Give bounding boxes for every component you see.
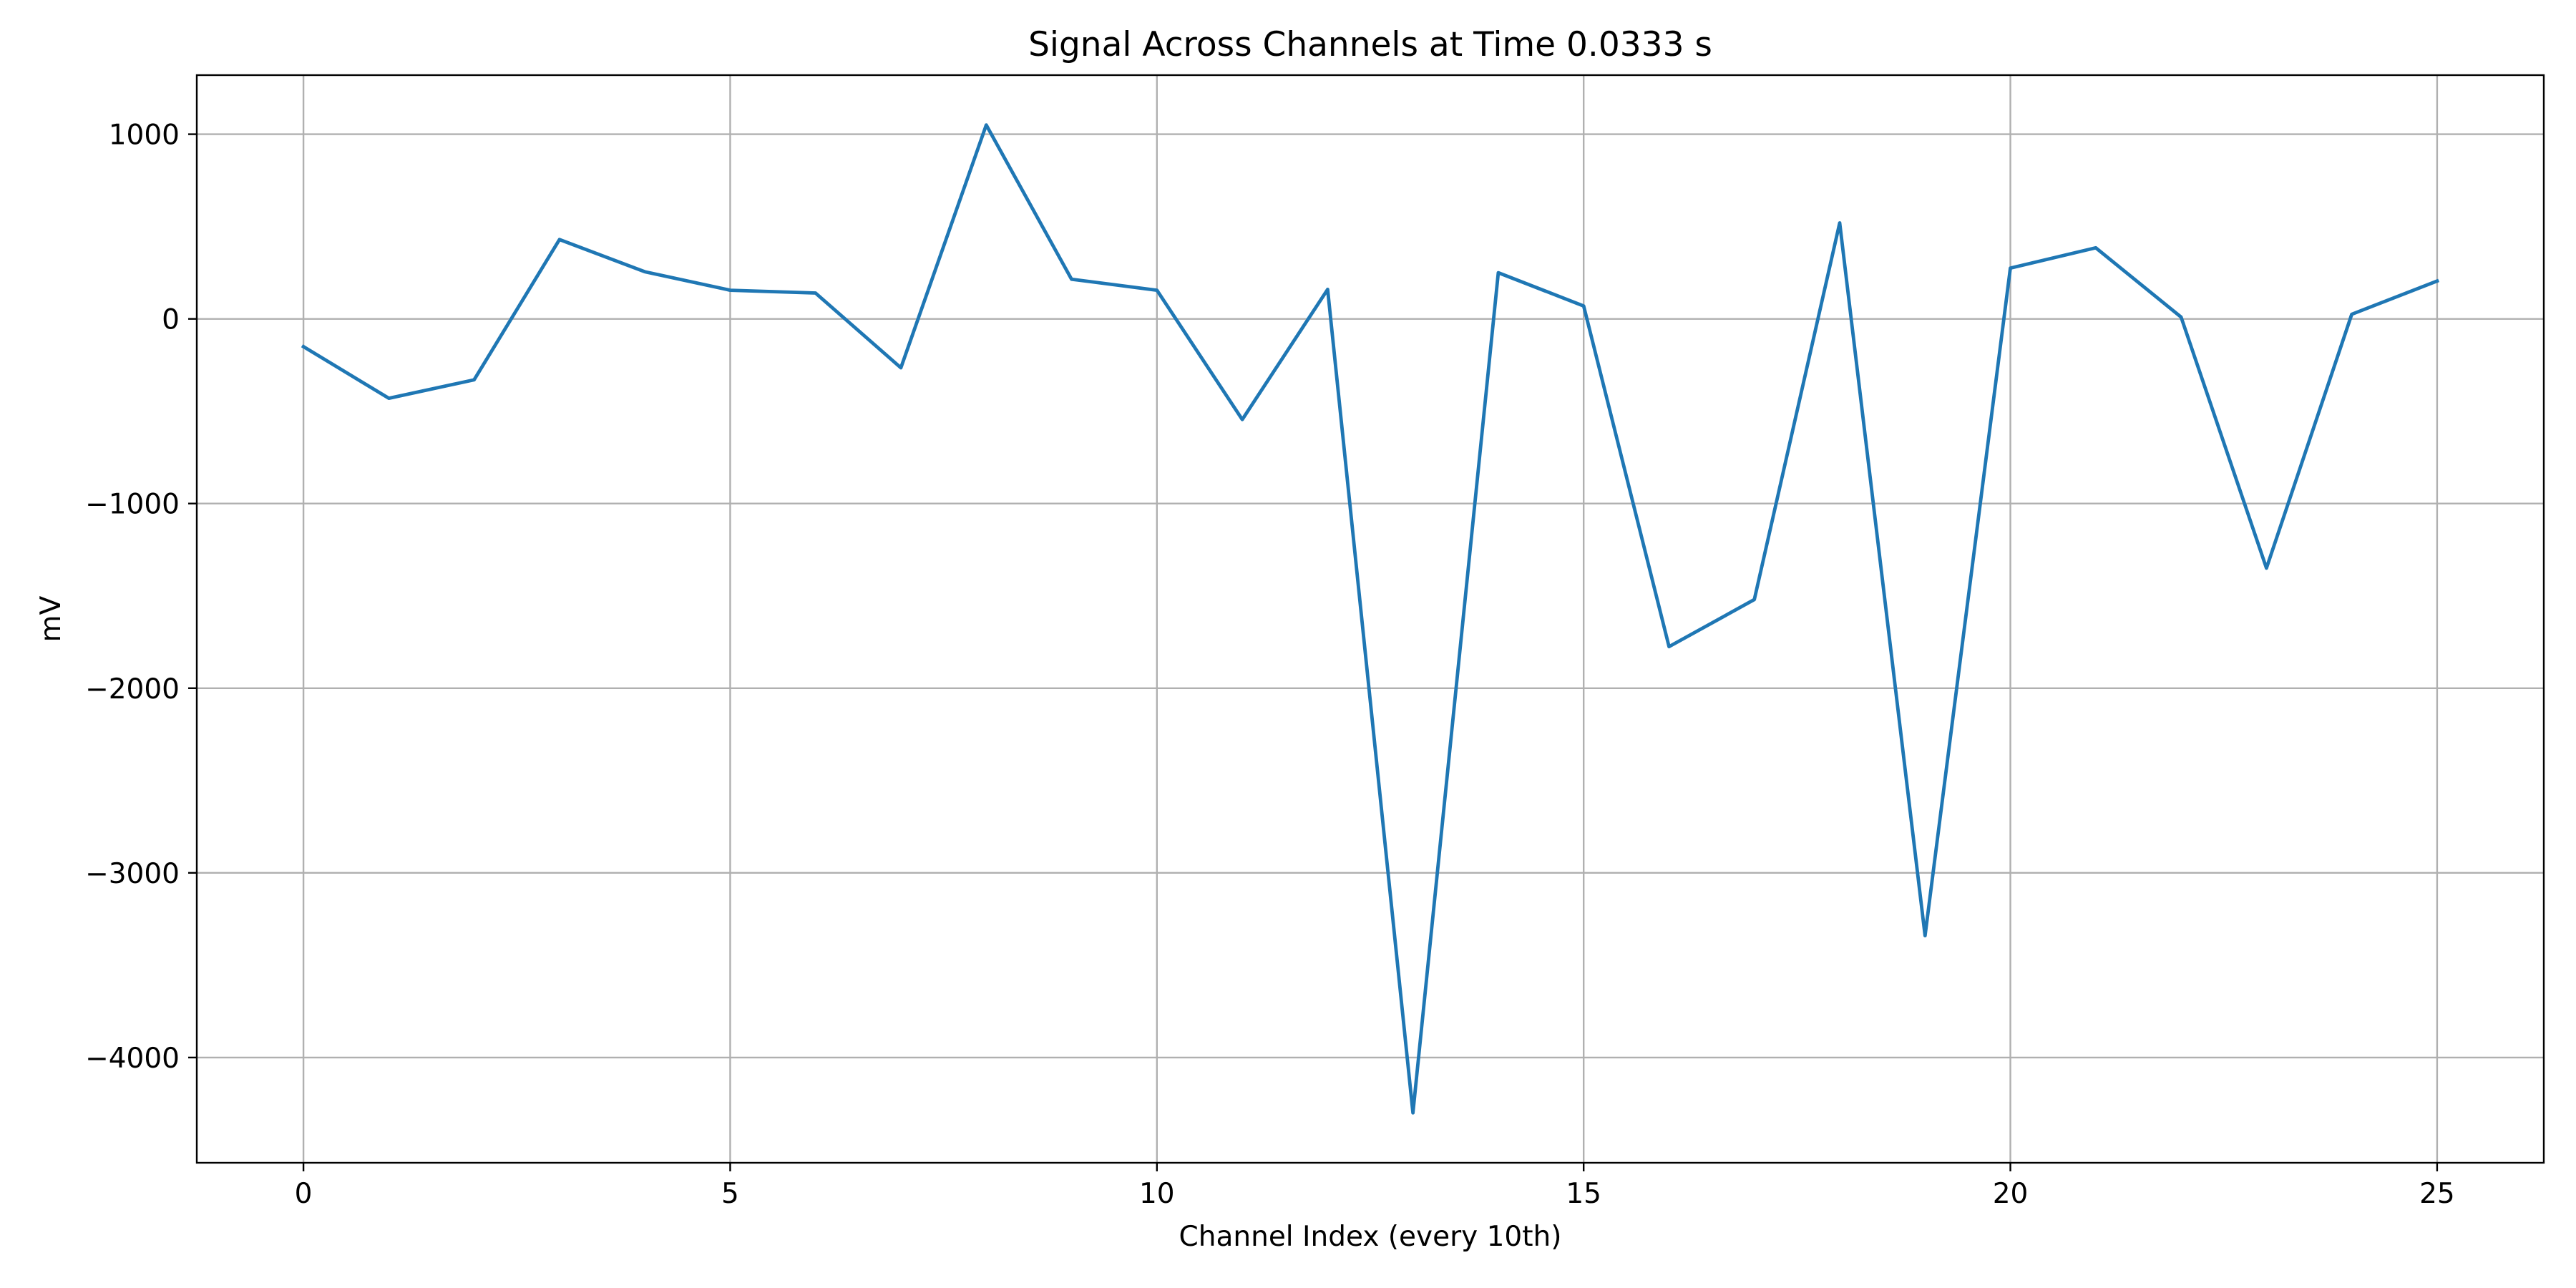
y-axis-label: mV xyxy=(35,595,67,642)
y-tick-label: −4000 xyxy=(85,1043,180,1075)
x-axis-label: Channel Index (every 10th) xyxy=(1179,1221,1562,1253)
series-line xyxy=(301,123,2440,1115)
x-tick-label: 15 xyxy=(1566,1178,1601,1210)
series-layer xyxy=(301,123,2440,1115)
x-tick-label: 20 xyxy=(1993,1178,2029,1210)
y-tick-label: 1000 xyxy=(109,119,180,152)
x-tick-label: 0 xyxy=(295,1178,313,1210)
x-tick-label: 25 xyxy=(2419,1178,2455,1210)
y-tick-label: 0 xyxy=(162,304,180,336)
x-tick-label: 10 xyxy=(1139,1178,1175,1210)
y-tick-label: −1000 xyxy=(85,489,180,521)
y-tick-label: −3000 xyxy=(85,858,180,890)
grid-layer xyxy=(197,75,2544,1163)
axes-frame xyxy=(195,74,2545,1164)
ticks-layer: 0 5 10 15 20 25 1000 0 −1000 −2000 −3000 −4000 xyxy=(85,119,2455,1210)
chart-title: Signal Across Channels at Time 0.0333 s xyxy=(1028,25,1712,64)
y-tick-label: −2000 xyxy=(85,673,180,706)
x-tick-label: 5 xyxy=(721,1178,739,1210)
